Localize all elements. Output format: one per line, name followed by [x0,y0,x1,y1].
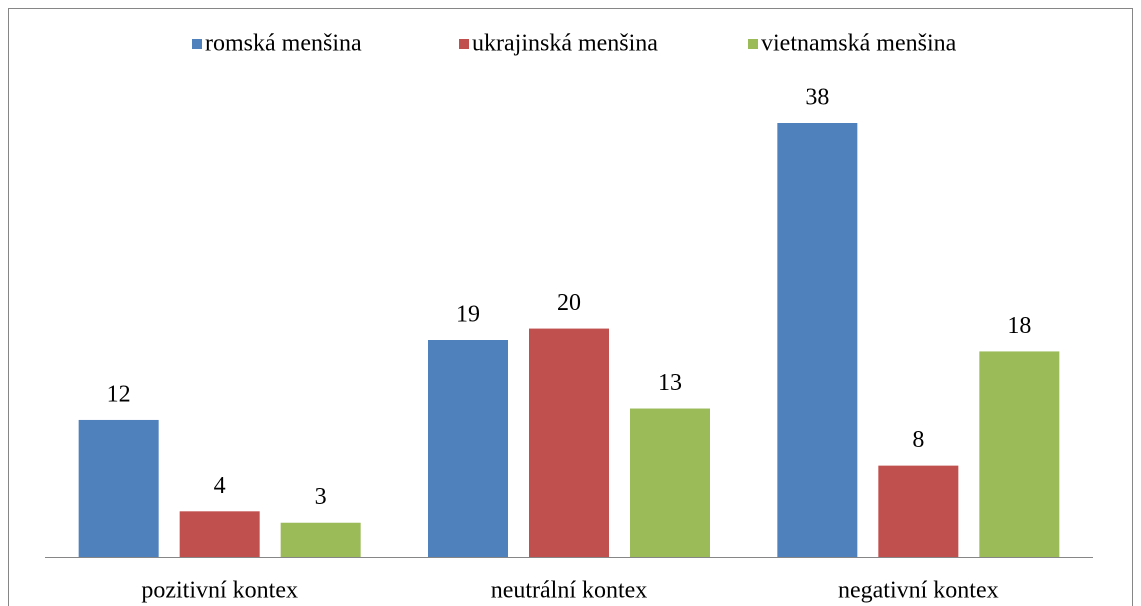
bar [78,419,159,557]
data-label: 8 [912,427,924,453]
bar [179,511,260,557]
legend-swatch [459,39,469,49]
bar [979,351,1060,557]
x-tick-label: negativní kontex [838,578,999,604]
legend-label: ukrajinská menšina [472,31,658,57]
bar [280,522,361,557]
bar [529,328,609,557]
legend-swatch [192,39,202,49]
data-label: 38 [805,85,829,111]
legend-label: vietnamská menšina [761,31,957,57]
data-label: 19 [456,302,480,328]
data-label: 3 [315,484,327,510]
bar [630,408,710,557]
chart-frame [8,8,1133,606]
bar [878,465,959,557]
x-tick-label: neutrální kontex [491,578,648,604]
legend-swatch [748,39,758,49]
data-label: 4 [214,473,226,499]
data-label: 12 [107,381,131,407]
data-label: 13 [658,370,682,396]
data-label: 18 [1007,313,1031,339]
data-label: 20 [557,290,581,316]
bar [777,123,858,557]
bar [428,340,508,557]
legend-label: romská menšina [205,31,362,57]
x-tick-label: pozitivní kontex [141,578,298,604]
